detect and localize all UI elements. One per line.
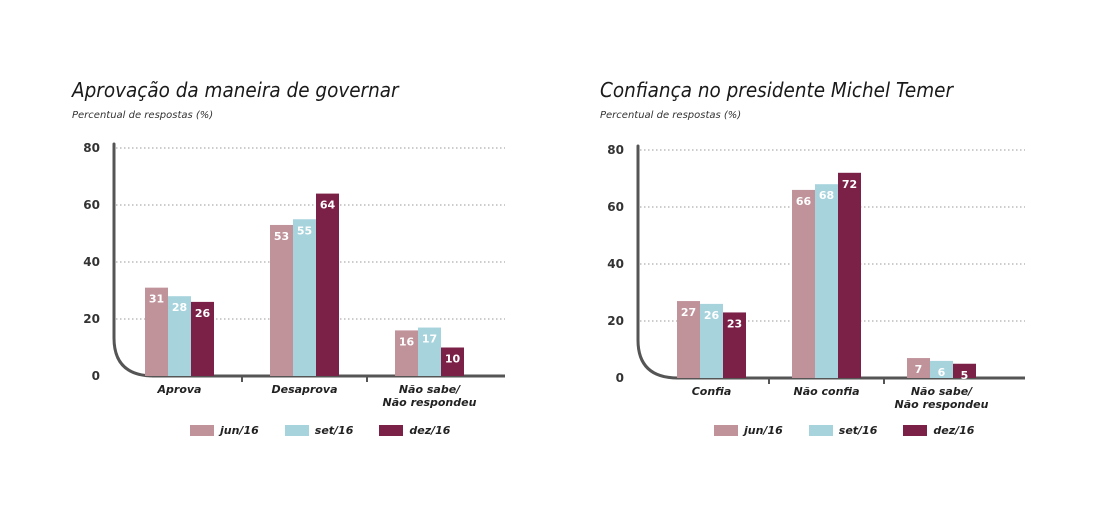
y-tick-label: 60 — [607, 200, 624, 214]
data-label: 17 — [422, 333, 437, 346]
x-category-label: Não sabe/Não respondeu — [383, 383, 477, 409]
bar-jun16-0 — [677, 301, 700, 378]
legend-swatch — [284, 425, 309, 436]
bar-jun16-2 — [395, 330, 418, 376]
y-tick-label: 20 — [607, 314, 624, 328]
chart-legend: jun/16 set/16 dez/16 — [714, 424, 974, 437]
bar-jun16-0 — [145, 287, 168, 376]
bar-set16-1 — [815, 184, 838, 378]
chart-title: Confiança no presidente Michel Temer — [600, 78, 954, 102]
data-label: 6 — [938, 366, 946, 379]
legend-swatch — [190, 425, 214, 436]
data-label: 31 — [149, 293, 164, 306]
data-label: 64 — [320, 199, 336, 212]
legend-item-set16: set/16 — [284, 424, 354, 437]
legend-swatch — [379, 425, 404, 436]
data-label: 26 — [704, 309, 720, 322]
legend-swatch — [903, 425, 928, 436]
data-label: 66 — [796, 195, 812, 208]
data-label: 26 — [195, 307, 211, 320]
bar-dez16-2 — [441, 347, 464, 376]
legend-label: set/16 — [838, 424, 878, 437]
bar-set16-0 — [168, 296, 191, 376]
bar-dez16-2 — [953, 363, 976, 378]
y-tick-label: 60 — [83, 198, 100, 212]
chart-subtitle: Percentual de respostas (%) — [600, 110, 742, 121]
bar-dez16-0 — [191, 301, 214, 376]
x-category-label: Desaprova — [271, 383, 337, 396]
y-tick-label: 80 — [83, 141, 100, 155]
data-label: 5 — [961, 369, 969, 382]
bar-dez16-1 — [316, 193, 339, 376]
data-label: 27 — [681, 306, 696, 319]
x-category-label: Aprova — [157, 383, 202, 396]
y-axis-line — [636, 144, 680, 380]
chart-panel-aprovacao: Aprovação da maneira de governar Percent… — [72, 78, 505, 437]
legend-item-dez16: dez/16 — [379, 424, 450, 437]
legend-label: set/16 — [314, 424, 354, 437]
legend-item-dez16: dez/16 — [903, 424, 974, 437]
legend-label: jun/16 — [220, 424, 259, 437]
data-label: 16 — [399, 335, 415, 348]
y-tick-label: 0 — [92, 369, 100, 383]
bar-set16-2 — [930, 360, 953, 378]
y-tick-label: 80 — [607, 143, 624, 157]
data-label: 23 — [727, 317, 742, 330]
bar-dez16-0 — [723, 312, 746, 378]
x-category-label: Confia — [692, 385, 732, 398]
bar-set16-2 — [418, 327, 441, 376]
chart-subtitle: Percentual de respostas (%) — [72, 110, 214, 121]
y-tick-label: 20 — [83, 312, 100, 326]
legend-swatch — [714, 425, 738, 436]
chart-legend: jun/16 set/16 dez/16 — [190, 424, 450, 437]
bar-jun16-2 — [907, 358, 930, 378]
data-label: 10 — [445, 353, 461, 366]
legend-label: dez/16 — [409, 424, 451, 437]
legend-label: jun/16 — [744, 424, 783, 437]
y-tick-label: 40 — [83, 255, 100, 269]
bar-dez16-1 — [838, 172, 861, 378]
data-label: 72 — [842, 178, 857, 191]
x-category-label: Não confia — [793, 385, 859, 398]
x-category-label: Não sabe/Não respondeu — [895, 385, 989, 411]
y-tick-label: 40 — [607, 257, 624, 271]
legend-label: dez/16 — [933, 424, 975, 437]
bar-jun16-1 — [270, 224, 293, 376]
legend-item-set16: set/16 — [808, 424, 878, 437]
bar-chart-aprovacao: 0 20 40 60 80 31 28 26 Aprova 53 55 64 Desaprova 16 17… — [83, 141, 505, 409]
bar-set16-0 — [700, 303, 723, 378]
legend-item-jun16: jun/16 — [714, 424, 783, 437]
legend-item-jun16: jun/16 — [190, 424, 259, 437]
bar-jun16-1 — [792, 189, 815, 378]
y-tick-label: 0 — [616, 371, 624, 385]
data-label: 28 — [172, 301, 187, 314]
data-label: 53 — [274, 230, 289, 243]
data-label: 55 — [297, 224, 312, 237]
data-label: 68 — [819, 189, 834, 202]
bar-chart-confianca: 0 20 40 60 80 27 26 23 Confia 66 68 72 Não confia 7 6 5… — [607, 143, 1025, 411]
chart-panel-confianca: Confiança no presidente Michel Temer Per… — [528, 0, 1075, 515]
legend-swatch — [808, 425, 833, 436]
data-label: 7 — [915, 363, 923, 376]
bar-set16-1 — [293, 219, 316, 376]
chart-title: Aprovação da maneira de governar — [72, 78, 399, 102]
